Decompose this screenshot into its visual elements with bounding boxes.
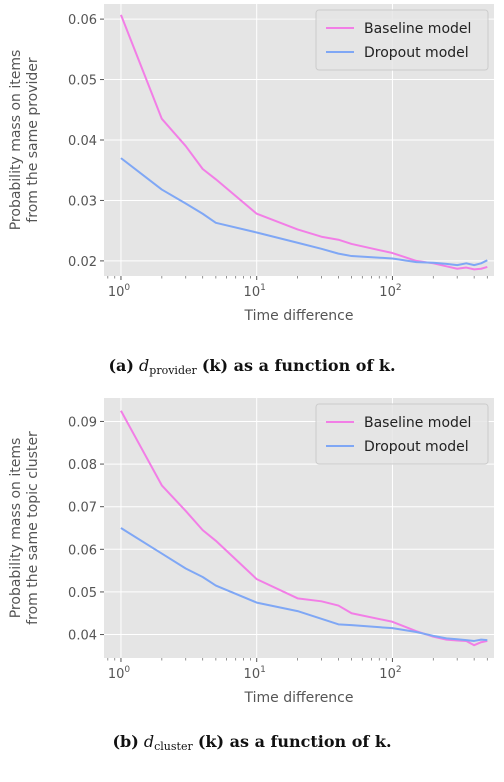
x-tick-label: 102: [379, 283, 401, 300]
y-tick-label: 0.05: [68, 586, 97, 601]
caption-label: (a): [108, 356, 134, 375]
series-line-dropout: [120, 527, 488, 642]
x-tick-exponent: 2: [396, 283, 402, 293]
x-tick-label: 100: [108, 665, 131, 682]
legend-label: Baseline model: [364, 21, 471, 37]
y-tick-label: 0.06: [68, 543, 97, 558]
legend: [315, 9, 489, 71]
y-tick-label: 0.04: [68, 629, 97, 644]
y-axis-label: from the same topic cluster: [25, 431, 41, 625]
caption-a: (a) dprovider (k) as a function of k.: [0, 356, 504, 377]
y-tick-label: 0.09: [68, 415, 97, 430]
caption-text: (k) as a function of k.: [201, 356, 396, 375]
series-line-baseline: [120, 14, 488, 271]
y-axis-label: Probability mass on items: [8, 438, 24, 619]
caption-subscript: cluster: [154, 740, 193, 753]
x-tick-exponent: 2: [396, 665, 402, 675]
legend-label: Baseline model: [364, 415, 471, 431]
legend-label: Dropout model: [364, 45, 469, 61]
y-tick-label: 0.07: [68, 501, 97, 516]
y-tick-label: 0.05: [68, 74, 97, 89]
x-tick-label: 101: [244, 283, 266, 300]
x-tick-exponent: 0: [124, 283, 130, 293]
y-tick-label: 0.04: [68, 134, 97, 149]
y-tick-label: 0.06: [68, 13, 97, 28]
x-tick-exponent: 1: [260, 665, 266, 675]
figure-b: 0.04 0.05 0.06 0.07 0.08 0.09 100 101 102 Baselin…: [0, 392, 504, 782]
x-tick-exponent: 0: [124, 665, 130, 675]
caption-variable: d: [143, 732, 155, 751]
caption-variable: d: [139, 356, 150, 375]
x-axis-label: Time difference: [244, 690, 354, 706]
y-tick-label: 0.02: [68, 255, 97, 270]
x-tick-label: 102: [379, 665, 401, 682]
y-axis-label: from the same provider: [25, 57, 41, 223]
caption-label: (b): [112, 732, 139, 751]
x-tick-label: 101: [244, 665, 266, 682]
y-axis-label: Probability mass on items: [8, 50, 24, 231]
figure-a: 0.02 0.03 0.04 0.05 0.06 100 101 102 Baseline mo…: [0, 4, 504, 377]
legend: [315, 403, 489, 465]
x-tick-exponent: 1: [260, 283, 266, 293]
y-tick-label: 0.03: [68, 194, 97, 209]
caption-text: (k) as a function of k.: [197, 732, 392, 751]
x-tick-label: 100: [108, 283, 131, 300]
caption-subscript: provider: [149, 364, 197, 377]
caption-b: (b) dcluster (k) as a function of k.: [0, 732, 504, 753]
legend-label: Dropout model: [364, 439, 469, 455]
x-axis-label: Time difference: [244, 308, 354, 324]
y-tick-label: 0.08: [68, 458, 97, 473]
series-line-dropout: [120, 157, 488, 267]
